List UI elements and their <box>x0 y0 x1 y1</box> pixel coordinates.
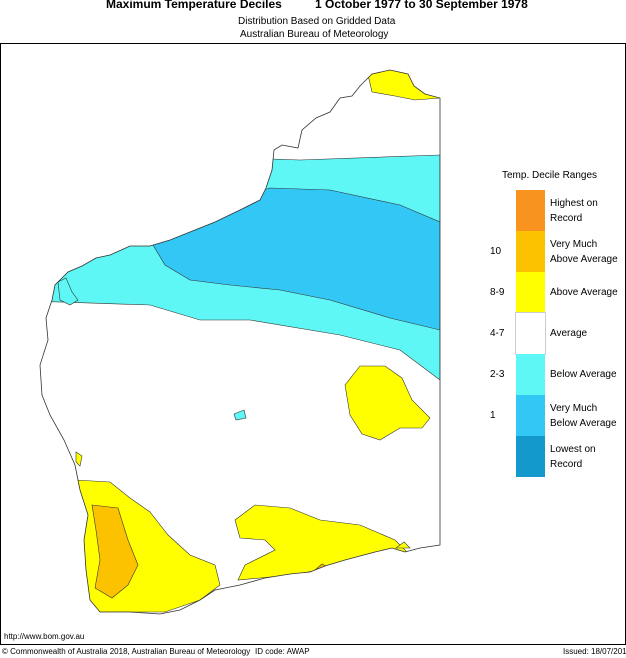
legend-label: Highest on Record <box>550 197 598 224</box>
legend-swatch <box>516 272 545 313</box>
legend-range: 1 <box>490 410 496 421</box>
legend-swatch <box>516 231 545 272</box>
footer-url: http://www.bom.gov.au <box>4 632 85 641</box>
legend-swatch <box>516 436 545 477</box>
legend-range: 10 <box>490 246 502 257</box>
agency: Australian Bureau of Meteorology <box>240 29 389 40</box>
legend-label: Average <box>550 328 588 339</box>
copyright: © Commonwealth of Australia 2018, Austra… <box>2 647 251 656</box>
legend-range: 2-3 <box>490 369 505 380</box>
legend-range: 8-9 <box>490 287 505 298</box>
legend-swatch <box>516 190 545 231</box>
legend-swatch <box>515 312 546 355</box>
legend-swatch <box>516 395 545 436</box>
period: 1 October 1977 to 30 September 1978 <box>315 0 528 11</box>
deciles <box>40 70 440 614</box>
legend-label: Very Much Below Average <box>550 402 617 429</box>
legend-label: Very Much Above Average <box>550 238 618 265</box>
subtitle: Distribution Based on Gridded Data <box>238 16 396 27</box>
issued: Issued: 18/07/2018 <box>563 647 626 656</box>
title: Maximum Temperature Deciles <box>106 0 282 11</box>
legend-label: Above Average <box>550 287 618 298</box>
legend-swatch <box>516 354 545 395</box>
legend-range: 4-7 <box>490 328 505 339</box>
id-code: ID code: AWAP <box>255 647 310 656</box>
legend-label: Lowest on Record <box>550 443 596 470</box>
legend-label: Below Average <box>550 369 617 380</box>
legend-title: Temp. Decile Ranges <box>502 170 598 181</box>
